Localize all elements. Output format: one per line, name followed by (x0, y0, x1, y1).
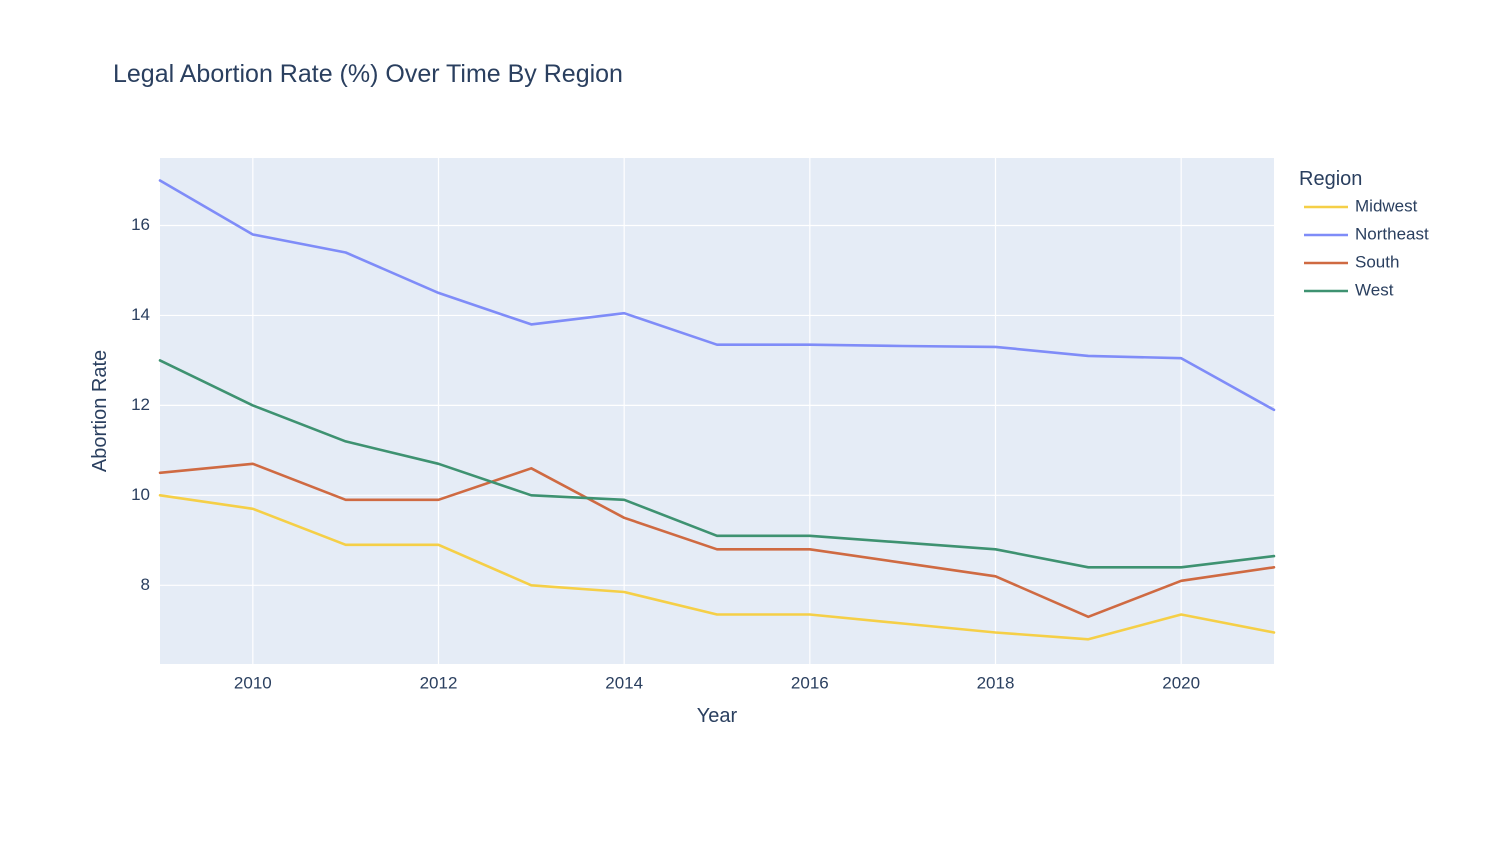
legend-item-midwest[interactable]: Midwest (1304, 196, 1418, 215)
series-line-west (158, 359, 1276, 569)
y-tick-label: 8 (141, 575, 150, 594)
legend-item-northeast[interactable]: Northeast (1304, 224, 1429, 243)
series-line-northeast (158, 179, 1276, 412)
series-line-midwest (158, 493, 1276, 641)
series-line-south (158, 462, 1276, 619)
legend-label: West (1355, 280, 1394, 299)
grid (160, 158, 1274, 664)
legend[interactable]: Region Midwest Northeast South West (1299, 168, 1429, 299)
y-tick-label: 14 (131, 305, 150, 324)
y-tick-label: 10 (131, 485, 150, 504)
y-axis-title: Abortion Rate (89, 350, 111, 472)
y-tick-label: 16 (131, 215, 150, 234)
legend-item-south[interactable]: South (1304, 252, 1399, 271)
legend-label: Northeast (1355, 224, 1429, 243)
x-tick-label: 2014 (605, 673, 643, 692)
x-axis-ticks: 2010 2012 2014 2016 2018 2020 (234, 673, 1200, 692)
legend-label: South (1355, 252, 1399, 271)
x-tick-label: 2010 (234, 673, 272, 692)
chart-title: Legal Abortion Rate (%) Over Time By Reg… (113, 60, 623, 88)
legend-label: Midwest (1355, 196, 1418, 215)
series-lines (158, 179, 1276, 641)
legend-title: Region (1299, 168, 1362, 190)
legend-item-west[interactable]: West (1304, 280, 1394, 299)
x-tick-label: 2020 (1162, 673, 1200, 692)
x-tick-label: 2012 (420, 673, 458, 692)
y-tick-label: 12 (131, 395, 150, 414)
plot-area (160, 158, 1274, 664)
x-axis-title: Year (697, 705, 738, 727)
x-tick-label: 2018 (977, 673, 1015, 692)
y-axis-ticks: 8 10 12 14 16 (131, 215, 150, 594)
x-tick-label: 2016 (791, 673, 829, 692)
